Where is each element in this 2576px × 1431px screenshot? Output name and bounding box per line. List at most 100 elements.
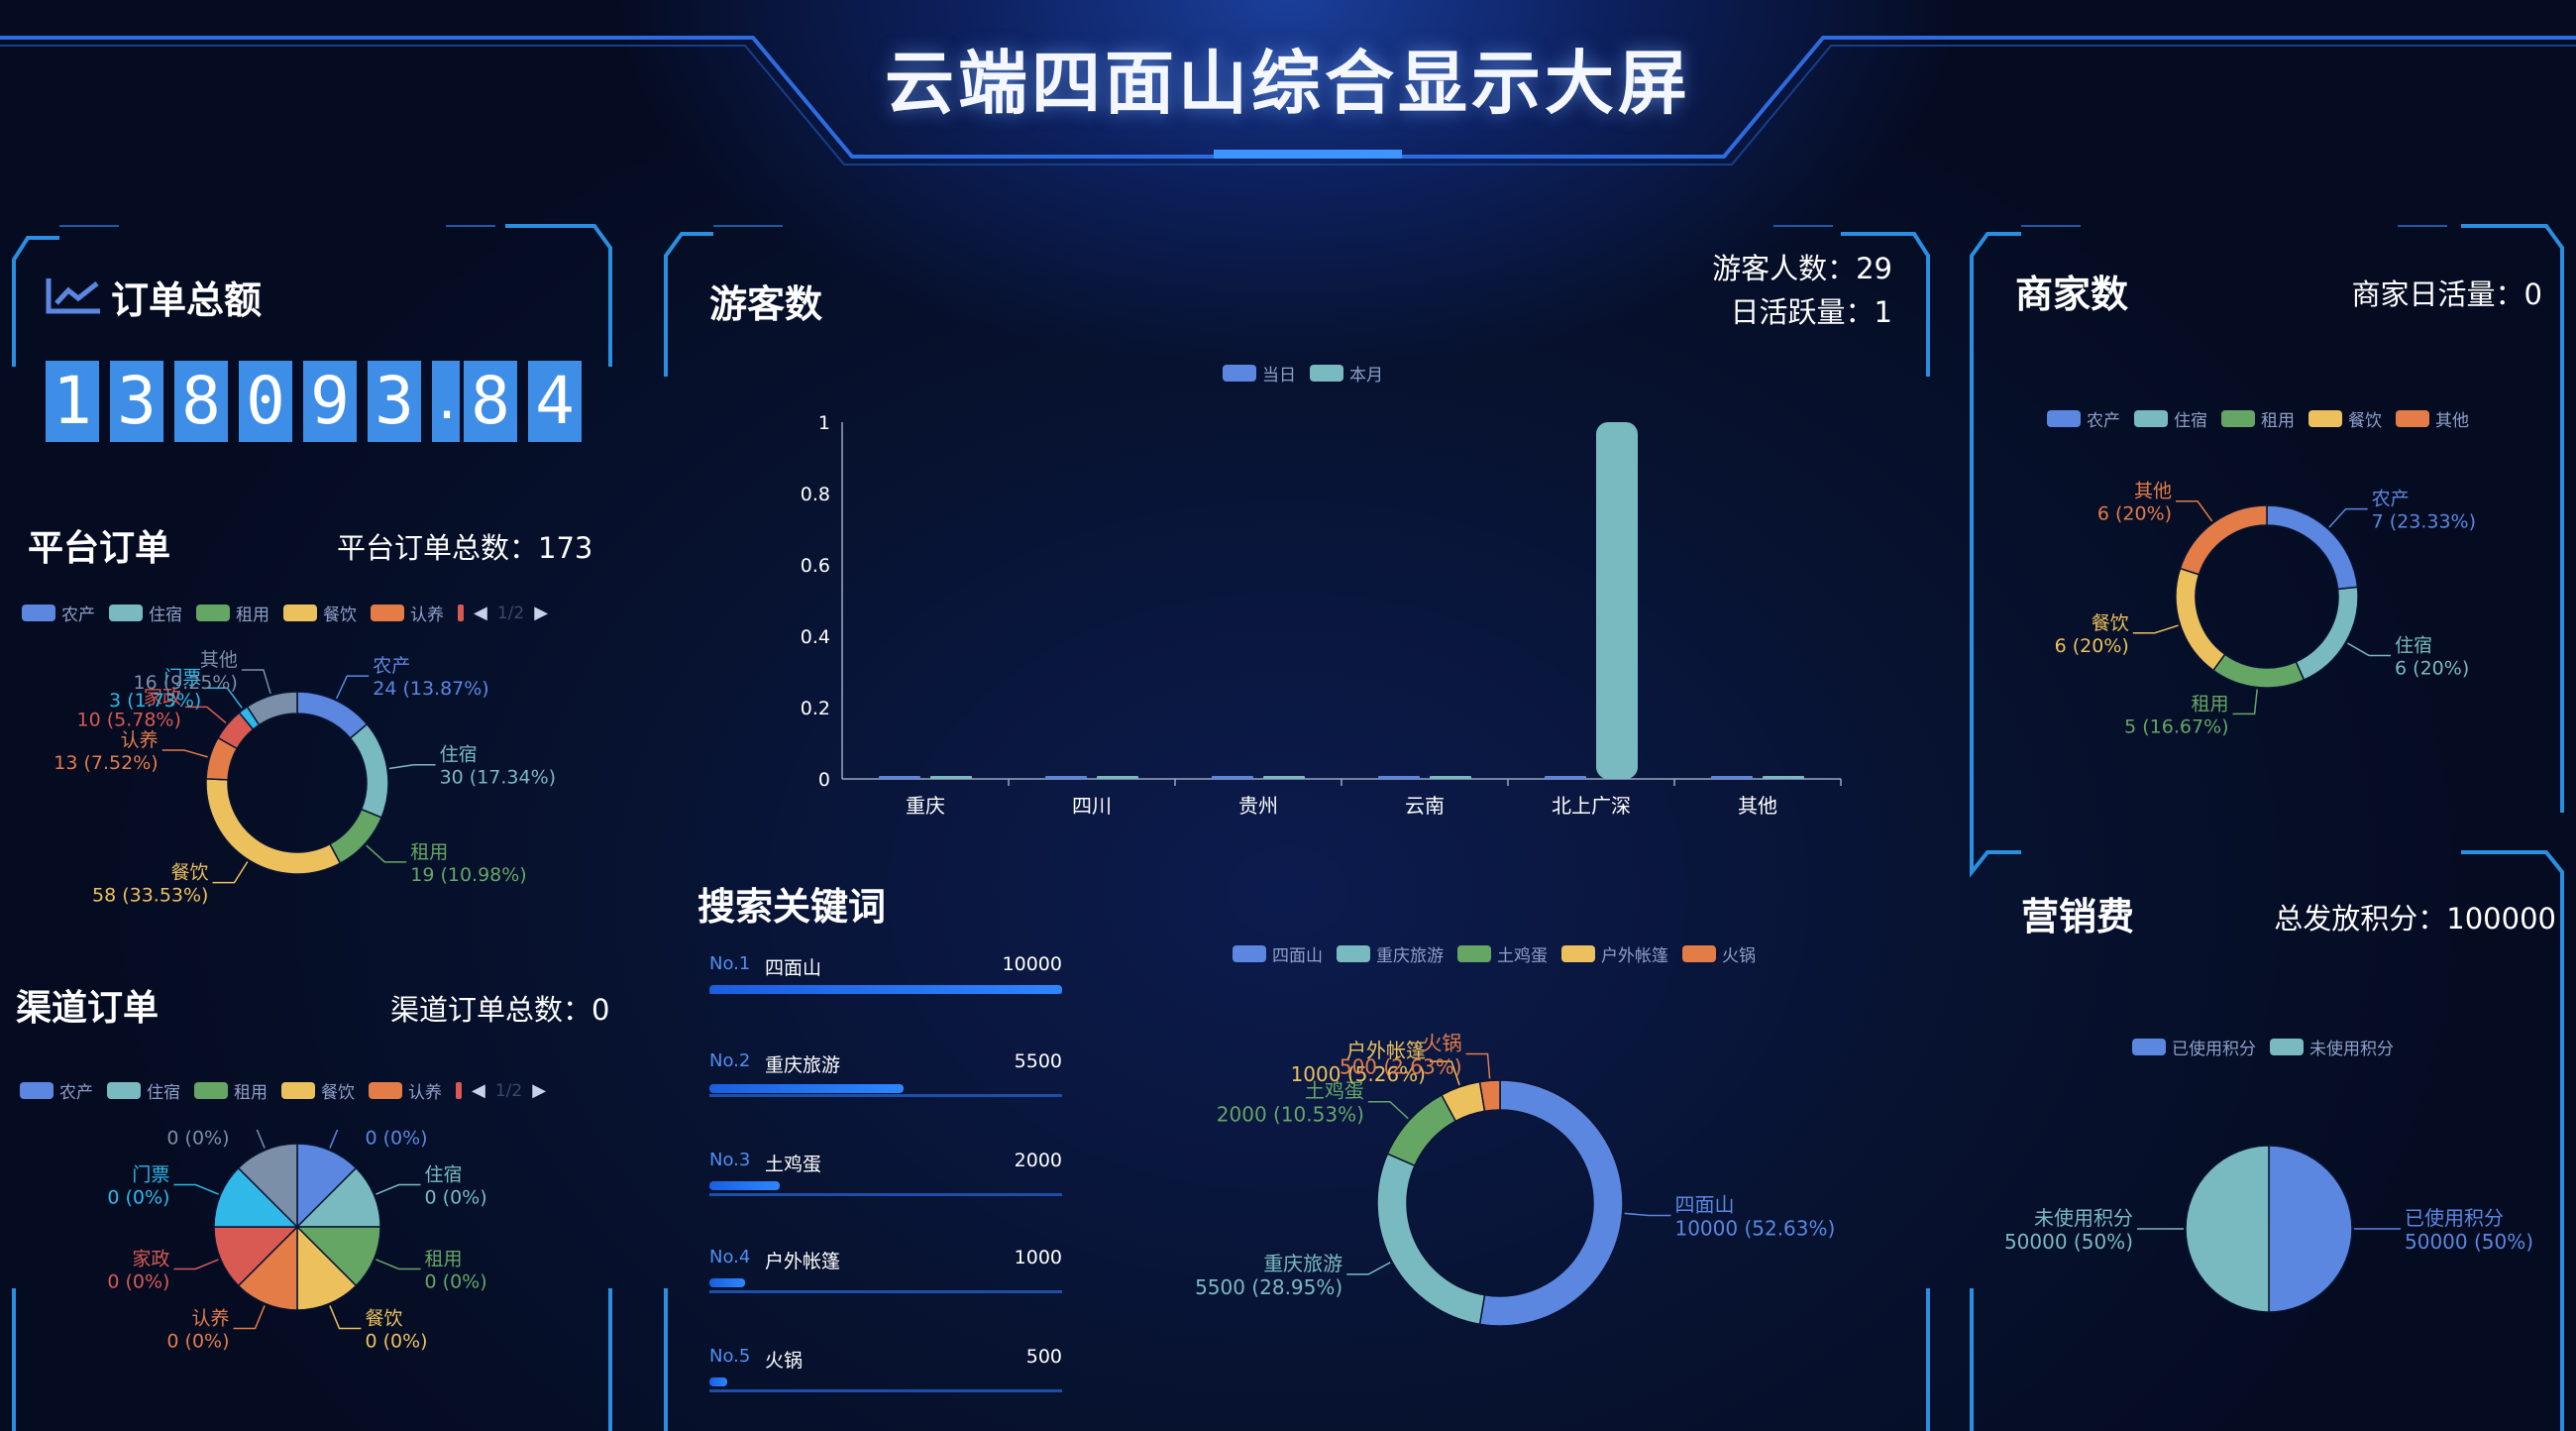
pie-label-value: 6 (20%) bbox=[2055, 635, 2129, 657]
pie-slice[interactable] bbox=[2211, 653, 2306, 689]
legend-item[interactable]: 住宿 bbox=[107, 1078, 180, 1103]
legend-item[interactable]: 租用 bbox=[2221, 406, 2295, 431]
bar[interactable] bbox=[1263, 776, 1305, 779]
legend-item[interactable]: 农产 bbox=[2047, 406, 2120, 431]
bar[interactable] bbox=[1596, 422, 1638, 779]
pie-slice[interactable] bbox=[1386, 1093, 1457, 1167]
legend-item[interactable]: 住宿 bbox=[2134, 406, 2207, 431]
digit: 8 bbox=[464, 361, 517, 442]
pie-slice[interactable] bbox=[213, 1226, 299, 1287]
pie-slice[interactable] bbox=[1478, 1079, 1501, 1113]
pie-label-name: 租用 bbox=[410, 841, 448, 863]
pie-label-name: 住宿 bbox=[440, 744, 478, 766]
pie-label-name: 未使用积分 bbox=[2034, 1206, 2133, 1230]
bar[interactable] bbox=[879, 776, 920, 779]
bar[interactable] bbox=[1212, 776, 1253, 779]
pie-leader-line bbox=[366, 844, 407, 863]
bar[interactable] bbox=[1711, 776, 1753, 779]
legend-prev-icon[interactable]: ◀ bbox=[474, 603, 487, 623]
pie-slice[interactable] bbox=[296, 1143, 358, 1229]
pie-label-name: 认养 bbox=[192, 1308, 230, 1330]
legend-next-icon[interactable]: ▶ bbox=[534, 603, 549, 623]
pie-slice[interactable] bbox=[2175, 567, 2226, 672]
pie-slice[interactable] bbox=[1376, 1153, 1486, 1326]
pie-label-name: 餐饮 bbox=[365, 1308, 402, 1330]
pie-slice[interactable] bbox=[295, 1166, 381, 1228]
bar[interactable] bbox=[1763, 776, 1804, 779]
legend-item[interactable]: 认养 bbox=[369, 1078, 442, 1103]
pie-slice[interactable] bbox=[213, 1166, 299, 1228]
legend-item[interactable]: 当日 bbox=[1223, 361, 1296, 385]
pie-slice[interactable] bbox=[296, 691, 369, 740]
pie-label-name: 已使用积分 bbox=[2405, 1206, 2504, 1230]
legend-item[interactable]: 其他 bbox=[2396, 406, 2469, 431]
merchant-legend: 农产 住宿 租用 餐饮 其他 bbox=[2047, 406, 2483, 431]
bar[interactable] bbox=[930, 776, 972, 779]
digit: 4 bbox=[528, 361, 582, 442]
pie-label-value: 13 (7.52%) bbox=[54, 752, 158, 774]
legend-prev-icon[interactable]: ◀ bbox=[472, 1080, 485, 1101]
legend-item[interactable]: 租用 bbox=[194, 1078, 268, 1103]
keyword-bar bbox=[709, 1278, 745, 1287]
pie-slice[interactable] bbox=[2295, 586, 2359, 682]
pie-label-name: 户外帐篷 bbox=[1346, 1039, 1426, 1062]
digit: 1 bbox=[46, 361, 99, 442]
digit: 3 bbox=[368, 361, 421, 442]
legend-item[interactable]: 重庆旅游 bbox=[1337, 941, 1444, 966]
pie-slice[interactable] bbox=[2185, 1145, 2270, 1313]
legend-item[interactable]: 四面山 bbox=[1233, 941, 1323, 966]
pie-slice[interactable] bbox=[295, 1226, 381, 1287]
pie-label-value: 0 (0%) bbox=[107, 1270, 169, 1292]
legend-item[interactable]: 餐饮 bbox=[2308, 406, 2382, 431]
pie-slice[interactable] bbox=[296, 1225, 358, 1311]
pie-slice[interactable] bbox=[2179, 504, 2268, 576]
legend-item[interactable]: 餐饮 bbox=[281, 1078, 355, 1103]
pie-slice[interactable] bbox=[205, 778, 342, 875]
legend-overflow-swatch bbox=[458, 605, 464, 621]
legend-item[interactable]: 租用 bbox=[196, 601, 269, 625]
legend-item[interactable]: 住宿 bbox=[109, 601, 182, 625]
legend-next-icon[interactable]: ▶ bbox=[532, 1080, 547, 1101]
legend-item[interactable]: 土鸡蛋 bbox=[1457, 941, 1548, 966]
pie-slice[interactable] bbox=[1478, 1079, 1624, 1327]
pie-label-value: 0 (0%) bbox=[425, 1187, 487, 1209]
legend-overflow-swatch bbox=[456, 1082, 462, 1099]
keywords-legend: 四面山 重庆旅游 土鸡蛋 户外帐篷 火锅 bbox=[1233, 941, 1770, 966]
header-frame bbox=[0, 36, 2576, 165]
keyword-track bbox=[709, 1290, 1062, 1293]
keyword-track bbox=[709, 1193, 1062, 1196]
bar[interactable] bbox=[1545, 776, 1586, 779]
channel-orders-pie: 农产0 (0%)住宿0 (0%)租用0 (0%)餐饮0 (0%)认养0 (0%)… bbox=[107, 1130, 487, 1353]
pie-leader-line bbox=[241, 669, 271, 695]
pie-leader-line bbox=[1465, 1052, 1491, 1079]
legend-item[interactable]: 未使用积分 bbox=[2270, 1035, 2394, 1059]
digit-decimal: . bbox=[432, 361, 462, 442]
pie-slice[interactable] bbox=[237, 1225, 298, 1311]
legend-item[interactable]: 户外帐篷 bbox=[1561, 941, 1668, 966]
legend-item[interactable]: 餐饮 bbox=[283, 601, 357, 625]
keyword-rank: No.1 bbox=[709, 953, 751, 974]
pie-label-name: 门票 bbox=[163, 667, 201, 689]
legend-item[interactable]: 火锅 bbox=[1682, 941, 1756, 966]
trend-chart-icon bbox=[46, 278, 100, 314]
pie-slice[interactable] bbox=[246, 691, 298, 726]
legend-item[interactable]: 农产 bbox=[20, 1078, 93, 1103]
pie-slice[interactable] bbox=[328, 808, 383, 865]
keyword-name: 四面山 bbox=[765, 957, 822, 979]
pie-label-value: 10000 (52.63%) bbox=[1674, 1216, 1835, 1240]
pie-slice[interactable] bbox=[2266, 504, 2359, 591]
pie-slice[interactable] bbox=[349, 722, 389, 819]
legend-item[interactable]: 本月 bbox=[1310, 361, 1383, 385]
bar[interactable] bbox=[1045, 776, 1087, 779]
legend-item[interactable]: 认养 bbox=[371, 601, 444, 625]
pie-slice[interactable] bbox=[2268, 1145, 2353, 1313]
bar[interactable] bbox=[1378, 776, 1420, 779]
pie-label-name: 餐饮 bbox=[2092, 612, 2129, 634]
legend-item[interactable]: 农产 bbox=[22, 601, 95, 625]
channel-orders-total: 渠道订单总数：0 bbox=[390, 993, 610, 1027]
legend-item[interactable]: 已使用积分 bbox=[2132, 1035, 2256, 1059]
bar[interactable] bbox=[1430, 776, 1471, 779]
pie-slice[interactable] bbox=[237, 1143, 298, 1229]
bar[interactable] bbox=[1097, 776, 1138, 779]
